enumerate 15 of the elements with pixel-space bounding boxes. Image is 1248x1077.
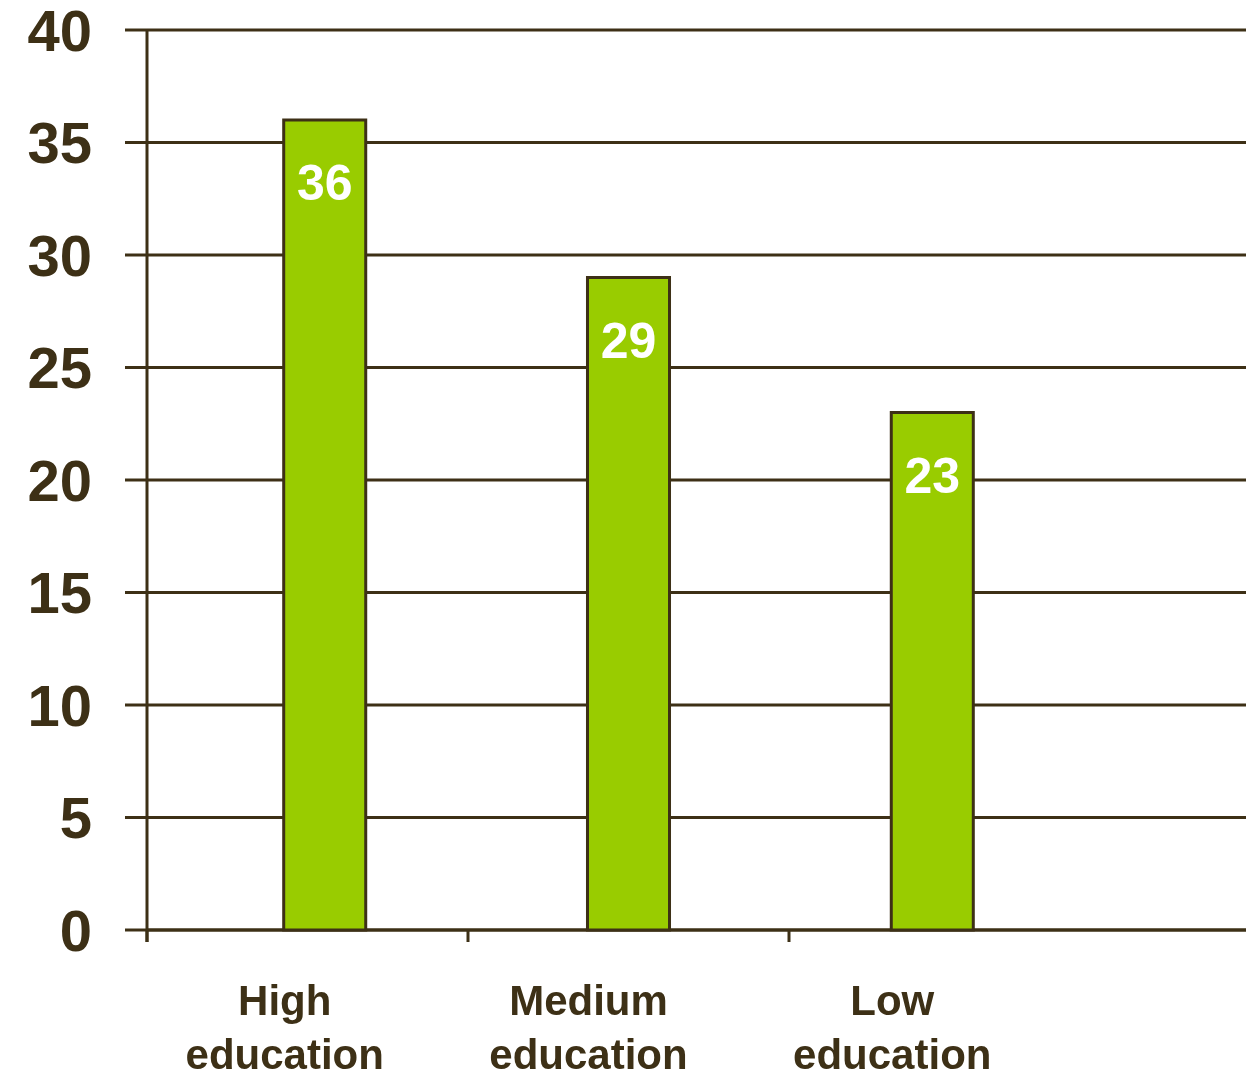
y-tick-label: 10 [27,672,92,738]
y-tick-label: 25 [27,335,92,401]
y-tick-label: 20 [27,447,92,513]
data-label: 29 [600,312,657,369]
y-tick-label: 30 [27,222,92,288]
y-tick-label: 40 [27,0,92,63]
y-tick-label: 5 [59,785,92,851]
x-tick-label: High education [185,977,384,1077]
x-tick-label: Low education [793,977,992,1077]
y-tick-label: 15 [27,560,92,626]
y-tick-label: 0 [59,897,92,963]
data-label: 23 [904,447,961,504]
data-label: 36 [296,155,353,211]
x-tick-label: Medium education [489,977,688,1077]
y-tick-label: 35 [27,110,92,176]
